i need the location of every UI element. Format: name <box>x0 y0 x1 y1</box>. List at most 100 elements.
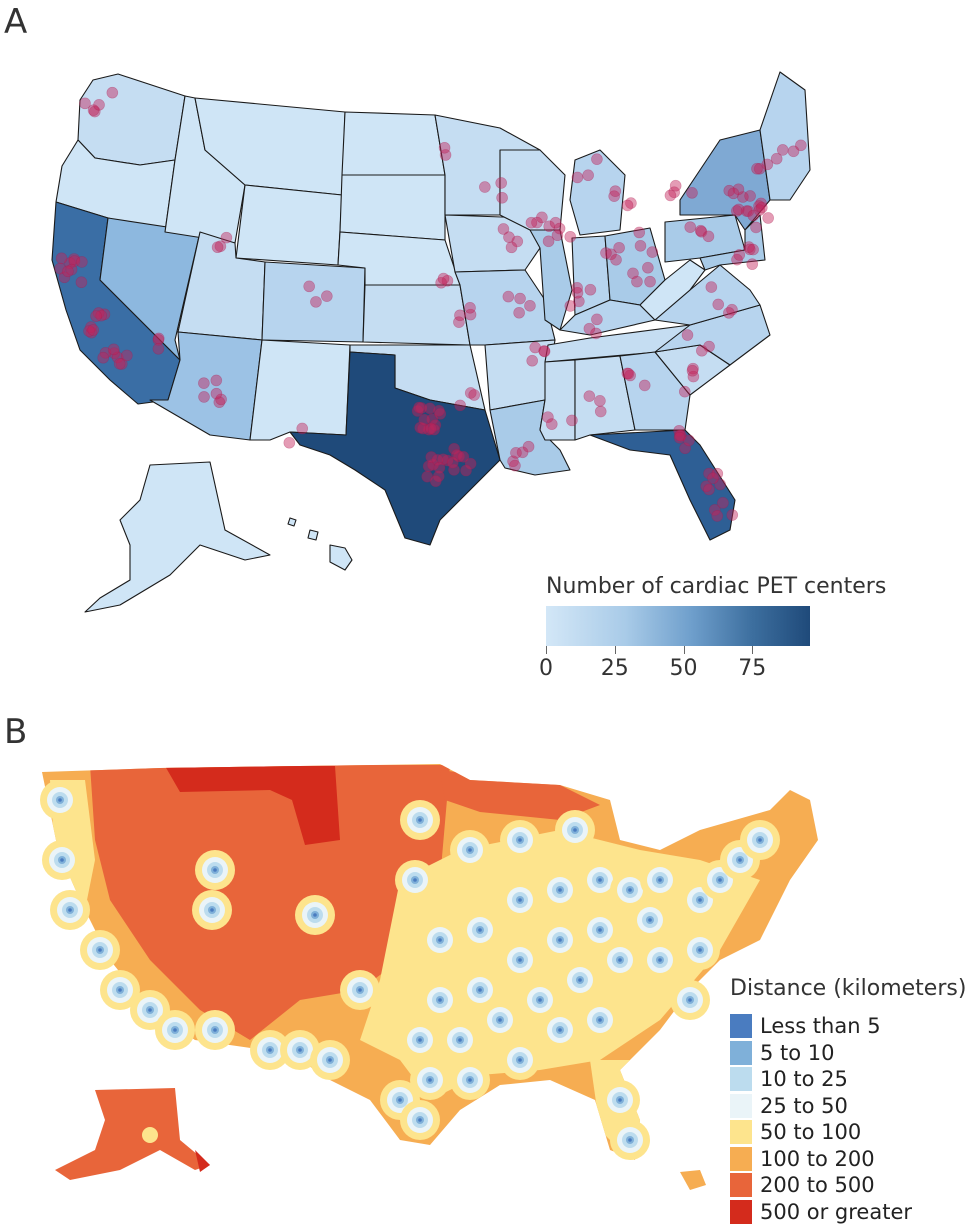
proximity-zone-ring <box>398 1098 402 1102</box>
pet-center-dot <box>582 169 594 182</box>
pet-center-dot <box>507 455 519 468</box>
pet-center-dot <box>425 422 437 435</box>
proximity-zone-ring <box>698 898 702 902</box>
pet-center-dot <box>600 247 612 259</box>
pet-center-dot <box>675 429 687 442</box>
pet-center-dot <box>505 241 518 254</box>
pet-center-dot <box>437 272 450 285</box>
pet-center-dot <box>686 364 699 377</box>
proximity-zone-ring <box>698 948 702 952</box>
proximity-zone-ring <box>438 998 442 1002</box>
pet-center-dot <box>703 340 715 353</box>
pet-center-dot <box>726 509 739 521</box>
us-states <box>51 71 811 613</box>
pet-center-dot <box>457 451 470 463</box>
pet-center-dot <box>566 414 578 427</box>
pet-center-dot <box>553 222 566 235</box>
state-alaska <box>84 461 271 613</box>
proximity-zone-ring <box>758 838 762 842</box>
pet-center-dot <box>594 395 606 407</box>
distance-legend-item: 10 to 25 <box>730 1067 848 1091</box>
pet-center-dot <box>431 454 444 466</box>
pet-center-dot <box>727 187 740 200</box>
pet-center-dot <box>423 423 435 436</box>
proximity-zone-ring <box>688 998 692 1002</box>
pet-center-dot <box>524 299 536 312</box>
state-new-york <box>679 129 771 231</box>
pet-center-dot <box>464 387 477 399</box>
proximity-zone-ring <box>598 928 602 932</box>
proximity-zone-ring <box>428 1078 432 1082</box>
distance-legend-swatch <box>730 1120 752 1144</box>
distance-legend-label: 500 or greater <box>760 1199 912 1224</box>
pet-center-dot <box>723 184 736 197</box>
pet-center-dot <box>87 324 100 336</box>
pet-center-dot <box>65 263 78 276</box>
pet-center-dot <box>451 449 463 461</box>
pet-center-dot <box>414 421 427 434</box>
pet-center-dot <box>737 191 749 203</box>
pet-center-dot <box>702 230 715 243</box>
distance-legend-item: 200 to 500 <box>730 1173 875 1197</box>
pet-center-dot <box>421 470 434 483</box>
pet-center-dot <box>454 399 466 412</box>
pet-center-dot <box>303 280 315 293</box>
distance-legend-swatch <box>730 1040 752 1065</box>
pet-center-dot <box>509 459 521 472</box>
pet-center-dot <box>413 401 425 414</box>
pet-center-dot <box>76 256 88 268</box>
pet-center-dot <box>646 246 659 258</box>
distance-legend-swatch <box>730 1067 752 1091</box>
distance-legend-swatch <box>730 1173 752 1197</box>
proximity-zone-ring <box>648 918 652 922</box>
pet-center-dot <box>583 390 596 402</box>
pet-center-dot <box>551 229 564 242</box>
pet-center-dot <box>538 345 550 357</box>
pet-center-dot <box>634 240 647 252</box>
pet-center-dot <box>573 295 585 308</box>
pet-center-dot <box>514 292 526 305</box>
proximity-zone-ring <box>98 948 102 952</box>
pet-center-dot <box>55 252 68 265</box>
pet-center-dot <box>696 344 708 357</box>
pet-center-dot <box>83 325 95 337</box>
proximity-zone-ring <box>213 1028 217 1032</box>
state-new-jersey-maryland <box>699 214 766 271</box>
pet-center-dot <box>93 99 105 111</box>
pet-center-dot <box>744 190 756 202</box>
pet-center-dot <box>594 405 607 418</box>
pet-center-dot <box>68 253 80 265</box>
pet-center-dot <box>703 483 715 496</box>
distance-hawaii <box>680 1170 706 1190</box>
pet-center-dot <box>712 298 725 311</box>
proximity-zone-ring <box>210 908 214 912</box>
pet-center-dot <box>417 422 429 435</box>
pet-center-dot <box>591 153 603 165</box>
proximity-zone-ring <box>538 998 542 1002</box>
proximity-zone-ring <box>148 1008 152 1012</box>
pet-center-dot <box>321 290 333 302</box>
pet-center-dot <box>668 186 680 199</box>
pet-center-dot <box>510 447 522 459</box>
pet-center-dot <box>687 362 699 375</box>
pet-center-dot <box>726 303 738 316</box>
proximity-zone-ring <box>518 838 522 842</box>
pet-legend-tick-label: 50 <box>669 656 698 681</box>
pet-center-dot <box>538 345 551 358</box>
pet-center-dot <box>446 456 459 469</box>
pet-center-dots <box>54 86 807 522</box>
proximity-zone-ring <box>173 1028 177 1032</box>
pet-center-dot <box>678 385 691 398</box>
proximity-zone-ring <box>628 888 632 892</box>
proximity-zone-ring <box>413 878 417 882</box>
proximity-zone-ring <box>313 913 317 917</box>
pet-center-dot <box>111 351 124 364</box>
pet-center-dot <box>92 307 105 319</box>
proximity-zone-ring <box>518 898 522 902</box>
pet-center-dot <box>703 467 715 480</box>
pet-center-dot <box>511 235 524 248</box>
pet-center-dot <box>425 451 438 463</box>
pet-center-dot <box>776 144 789 156</box>
pet-center-dot <box>97 351 110 364</box>
